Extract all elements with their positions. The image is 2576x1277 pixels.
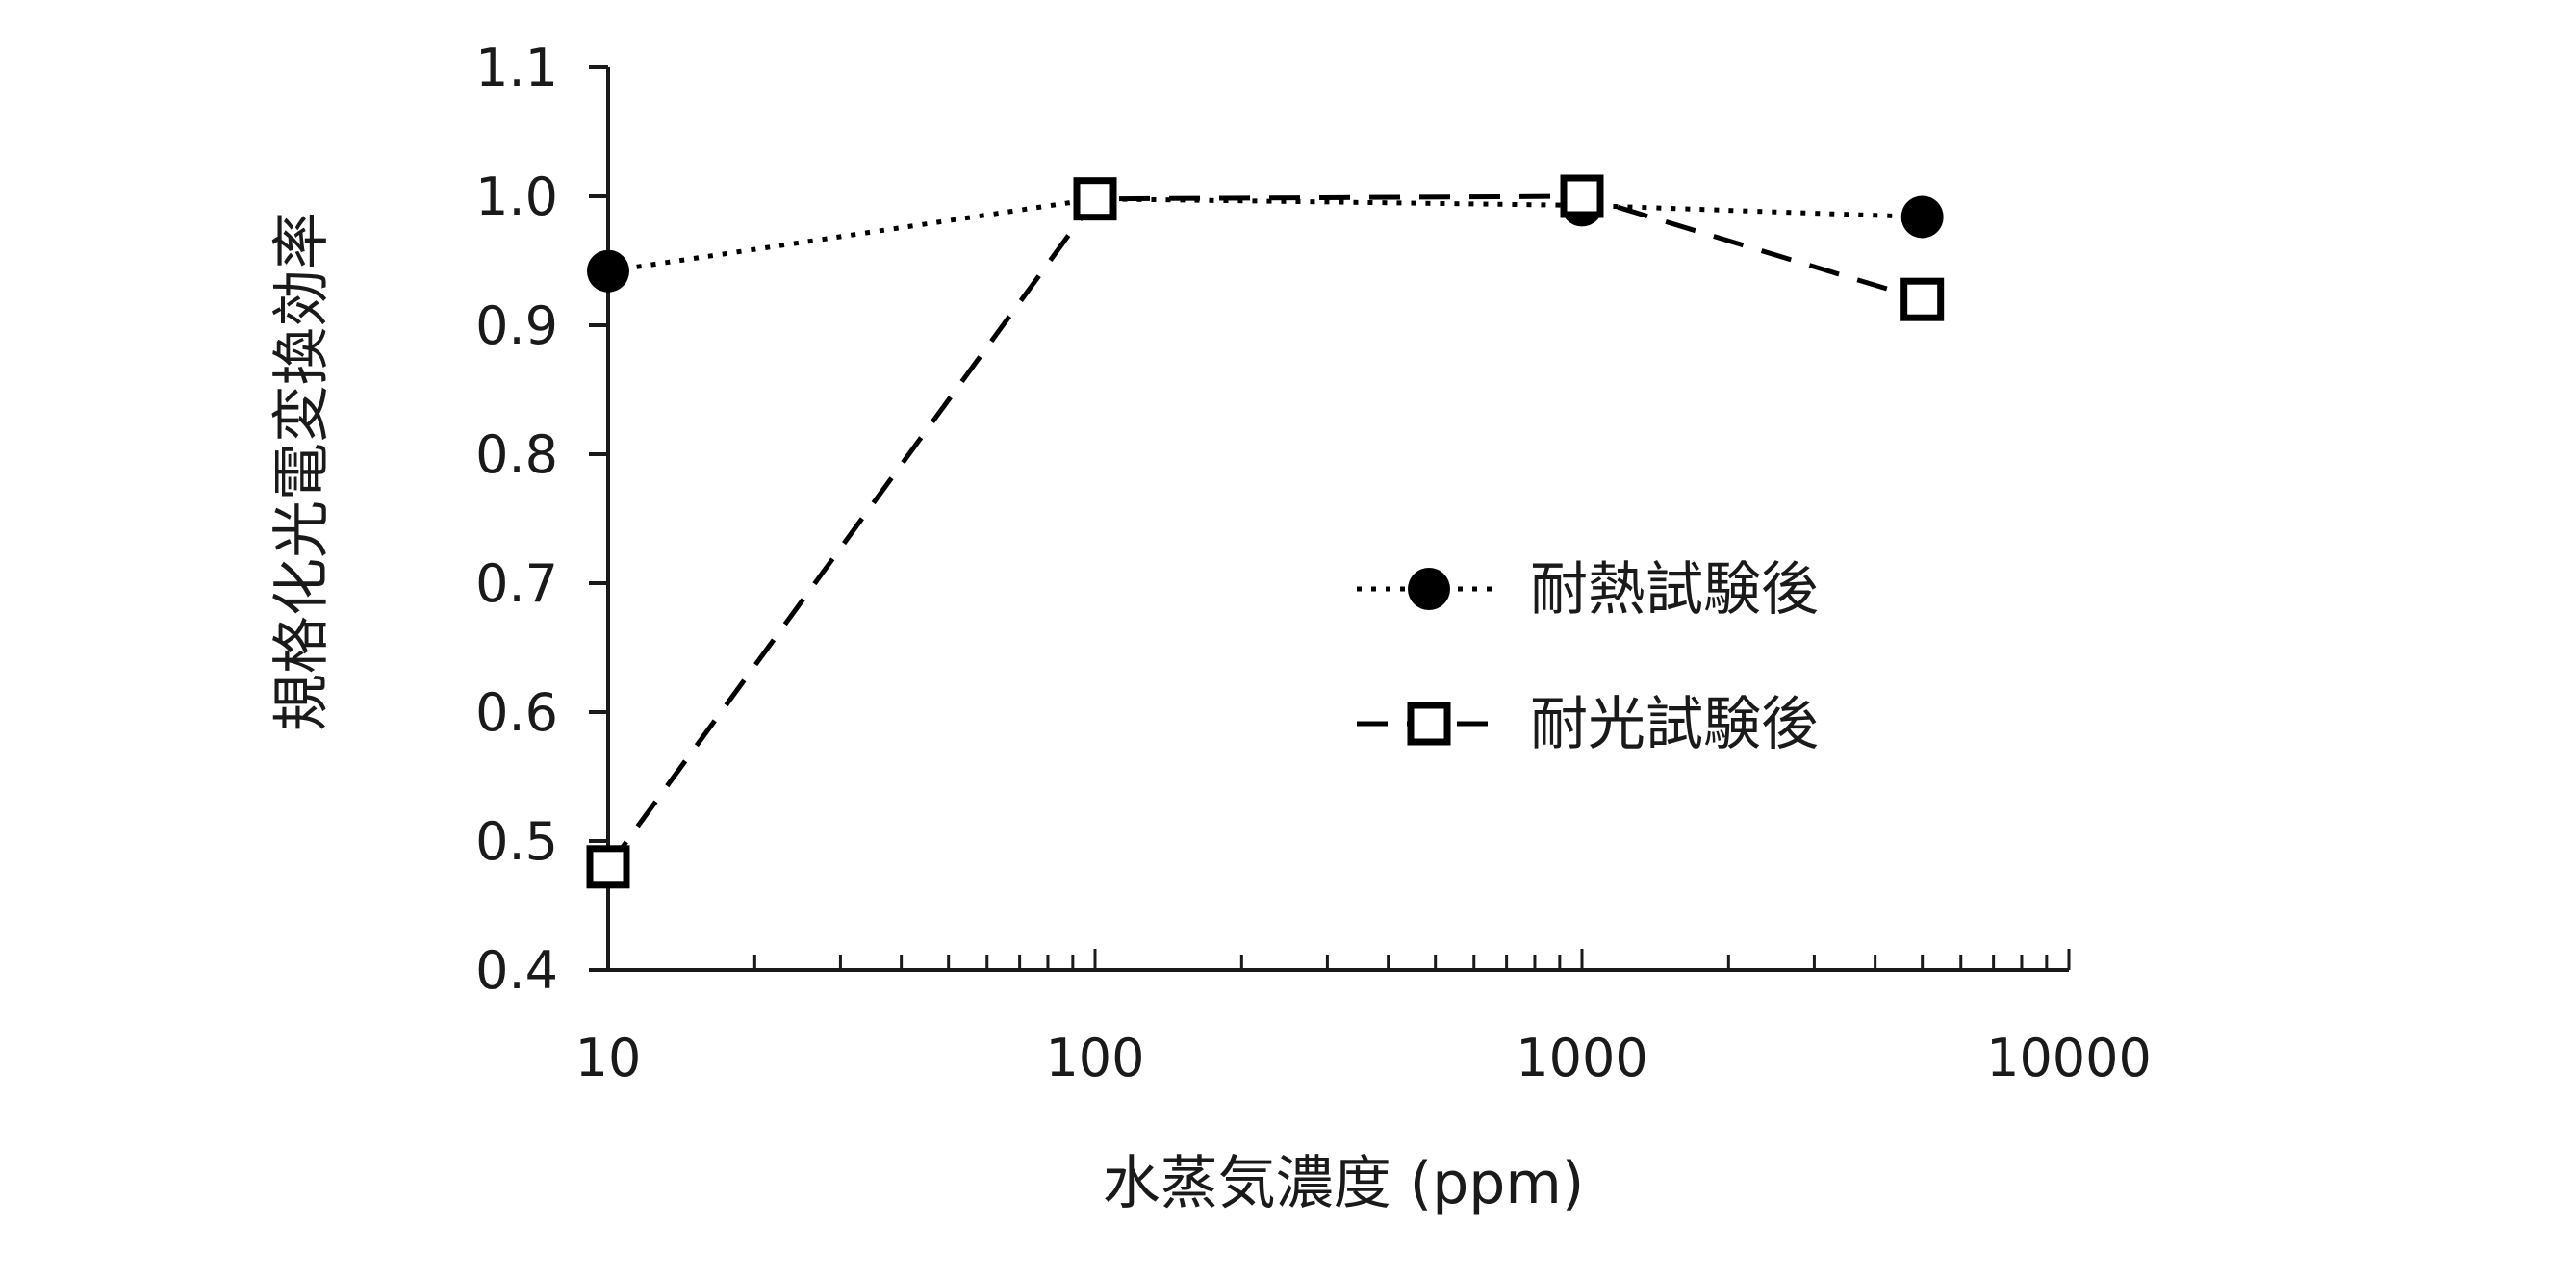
series-line bbox=[608, 199, 1923, 271]
x-axis-title: 水蒸気濃度 (ppm) bbox=[1103, 1150, 1585, 1217]
legend: 耐熱試験後耐光試験後 bbox=[1357, 556, 1819, 758]
y-tick-label: 0.5 bbox=[475, 811, 558, 872]
x-tick-label: 10 bbox=[575, 1028, 642, 1088]
y-tick-label: 0.8 bbox=[475, 424, 558, 485]
series-2 bbox=[590, 178, 1941, 885]
y-tick-label: 0.9 bbox=[475, 295, 558, 356]
legend-label: 耐光試験後 bbox=[1530, 691, 1819, 758]
y-tick-label: 1.0 bbox=[475, 166, 558, 227]
data-point bbox=[1077, 181, 1113, 217]
axes: 0.4 0.5 0.6 0.7 0.8 0.9 1.0 1.1 10 100 1000 10000 bbox=[475, 38, 2152, 1088]
x-tick-label: 1000 bbox=[1516, 1028, 1647, 1088]
y-tick-label: 0.7 bbox=[475, 553, 558, 614]
y-axis-title: 規格化光電変換効率 bbox=[268, 212, 336, 731]
data-point bbox=[587, 250, 629, 293]
series-line bbox=[608, 196, 1923, 867]
legend-item-2: 耐光試験後 bbox=[1357, 691, 1819, 758]
legend-item-1: 耐熱試験後 bbox=[1357, 556, 1819, 624]
data-point bbox=[1901, 195, 1944, 238]
y-tick-label: 1.1 bbox=[475, 38, 558, 98]
legend-marker bbox=[1411, 705, 1447, 742]
data-point bbox=[590, 849, 626, 885]
legend-marker bbox=[1408, 568, 1450, 610]
series-1 bbox=[587, 178, 1944, 293]
series-layer bbox=[587, 178, 1944, 885]
y-tick-label: 0.4 bbox=[475, 940, 558, 1001]
data-point bbox=[1564, 178, 1600, 215]
x-tick-label: 100 bbox=[1045, 1028, 1144, 1088]
y-tick-label: 0.6 bbox=[475, 682, 558, 743]
x-tick-label: 10000 bbox=[1986, 1028, 2152, 1088]
data-point bbox=[1904, 281, 1941, 318]
legend-label: 耐熱試験後 bbox=[1530, 556, 1819, 624]
